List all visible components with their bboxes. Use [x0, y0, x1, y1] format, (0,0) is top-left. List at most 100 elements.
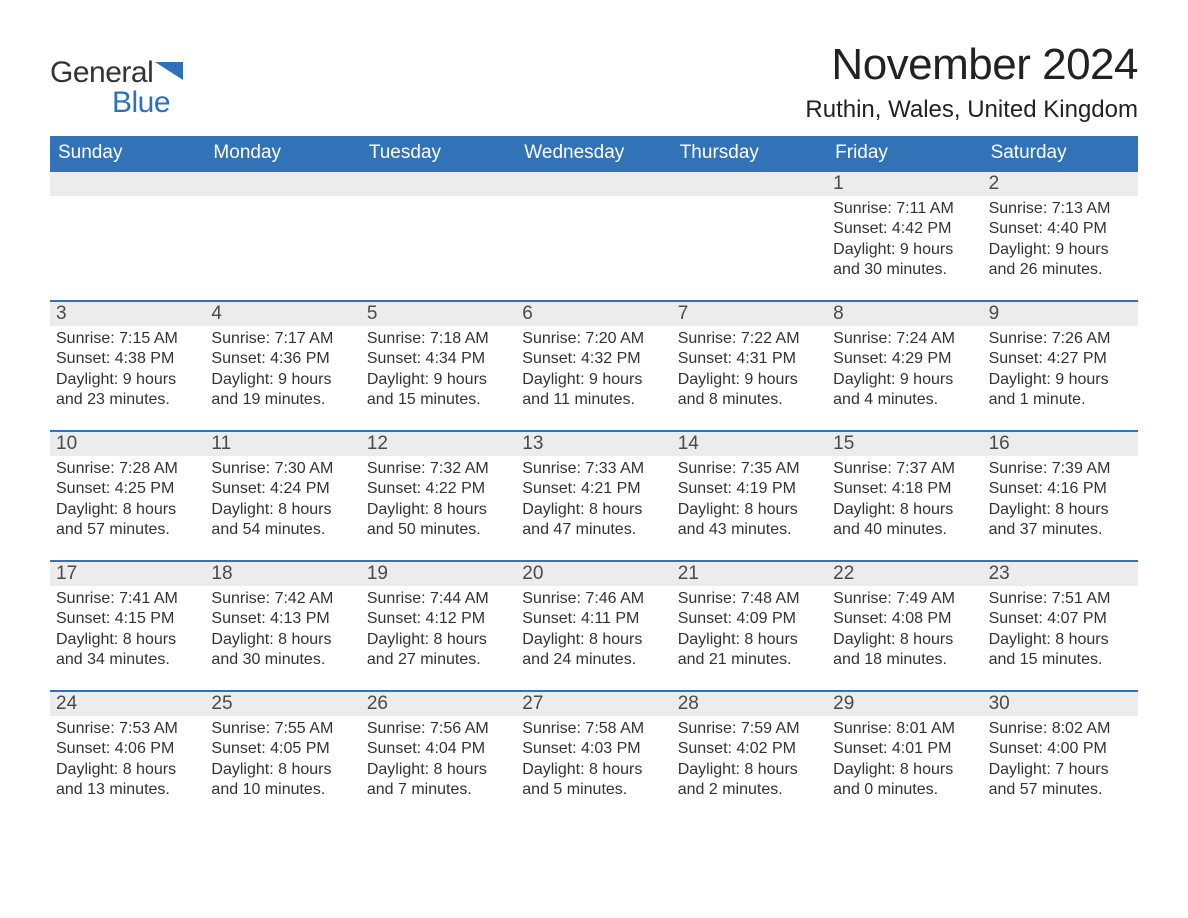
sunset-line: Sunset: 4:04 PM: [367, 739, 510, 759]
day-number: 26: [361, 692, 516, 716]
daylight-line: Daylight: 8 hours and 37 minutes.: [989, 500, 1132, 541]
day-number: 22: [827, 562, 982, 586]
sunrise-line: Sunrise: 7:44 AM: [367, 589, 510, 609]
day-number: 24: [50, 692, 205, 716]
daylight-line: Daylight: 9 hours and 11 minutes.: [522, 370, 665, 411]
daylight-line: Daylight: 8 hours and 7 minutes.: [367, 760, 510, 801]
day-number: 5: [361, 302, 516, 326]
day-cell: [361, 172, 516, 300]
day-body: Sunrise: 7:46 AMSunset: 4:11 PMDaylight:…: [516, 586, 671, 675]
sunset-line: Sunset: 4:25 PM: [56, 479, 199, 499]
day-body: Sunrise: 7:55 AMSunset: 4:05 PMDaylight:…: [205, 716, 360, 805]
day-number: [50, 172, 205, 196]
day-number: 16: [983, 432, 1138, 456]
daylight-line: Daylight: 8 hours and 5 minutes.: [522, 760, 665, 801]
day-number: 9: [983, 302, 1138, 326]
sunset-line: Sunset: 4:38 PM: [56, 349, 199, 369]
day-cell: 27Sunrise: 7:58 AMSunset: 4:03 PMDayligh…: [516, 692, 671, 820]
weeks-container: 1Sunrise: 7:11 AMSunset: 4:42 PMDaylight…: [50, 172, 1138, 820]
day-number: 18: [205, 562, 360, 586]
day-number: [516, 172, 671, 196]
daylight-line: Daylight: 8 hours and 27 minutes.: [367, 630, 510, 671]
sunset-line: Sunset: 4:13 PM: [211, 609, 354, 629]
daylight-line: Daylight: 9 hours and 1 minute.: [989, 370, 1132, 411]
day-cell: 23Sunrise: 7:51 AMSunset: 4:07 PMDayligh…: [983, 562, 1138, 690]
sunrise-line: Sunrise: 7:28 AM: [56, 459, 199, 479]
day-cell: 12Sunrise: 7:32 AMSunset: 4:22 PMDayligh…: [361, 432, 516, 560]
day-body: Sunrise: 7:53 AMSunset: 4:06 PMDaylight:…: [50, 716, 205, 805]
day-cell: 4Sunrise: 7:17 AMSunset: 4:36 PMDaylight…: [205, 302, 360, 430]
sunset-line: Sunset: 4:27 PM: [989, 349, 1132, 369]
weekday-cell: Tuesday: [361, 136, 516, 172]
day-body: Sunrise: 7:28 AMSunset: 4:25 PMDaylight:…: [50, 456, 205, 545]
sunset-line: Sunset: 4:15 PM: [56, 609, 199, 629]
day-number: 17: [50, 562, 205, 586]
sunset-line: Sunset: 4:08 PM: [833, 609, 976, 629]
sunrise-line: Sunrise: 7:20 AM: [522, 329, 665, 349]
day-cell: 9Sunrise: 7:26 AMSunset: 4:27 PMDaylight…: [983, 302, 1138, 430]
sunset-line: Sunset: 4:00 PM: [989, 739, 1132, 759]
day-body: Sunrise: 7:13 AMSunset: 4:40 PMDaylight:…: [983, 196, 1138, 285]
sunset-line: Sunset: 4:09 PM: [678, 609, 821, 629]
daylight-line: Daylight: 8 hours and 47 minutes.: [522, 500, 665, 541]
flag-icon: [155, 62, 183, 82]
brand-logo: General Blue: [50, 40, 183, 118]
day-cell: 26Sunrise: 7:56 AMSunset: 4:04 PMDayligh…: [361, 692, 516, 820]
daylight-line: Daylight: 8 hours and 15 minutes.: [989, 630, 1132, 671]
weekday-cell: Wednesday: [516, 136, 671, 172]
sunset-line: Sunset: 4:03 PM: [522, 739, 665, 759]
day-cell: 21Sunrise: 7:48 AMSunset: 4:09 PMDayligh…: [672, 562, 827, 690]
day-cell: 13Sunrise: 7:33 AMSunset: 4:21 PMDayligh…: [516, 432, 671, 560]
sunrise-line: Sunrise: 7:46 AM: [522, 589, 665, 609]
header: General Blue November 2024 Ruthin, Wales…: [50, 40, 1138, 124]
day-body: Sunrise: 8:02 AMSunset: 4:00 PMDaylight:…: [983, 716, 1138, 805]
day-cell: 22Sunrise: 7:49 AMSunset: 4:08 PMDayligh…: [827, 562, 982, 690]
sunrise-line: Sunrise: 7:53 AM: [56, 719, 199, 739]
weekday-header-row: SundayMondayTuesdayWednesdayThursdayFrid…: [50, 136, 1138, 172]
day-body: Sunrise: 7:11 AMSunset: 4:42 PMDaylight:…: [827, 196, 982, 285]
week-row: 24Sunrise: 7:53 AMSunset: 4:06 PMDayligh…: [50, 690, 1138, 820]
day-body: Sunrise: 7:24 AMSunset: 4:29 PMDaylight:…: [827, 326, 982, 415]
daylight-line: Daylight: 8 hours and 0 minutes.: [833, 760, 976, 801]
daylight-line: Daylight: 9 hours and 26 minutes.: [989, 240, 1132, 281]
daylight-line: Daylight: 9 hours and 19 minutes.: [211, 370, 354, 411]
sunrise-line: Sunrise: 7:42 AM: [211, 589, 354, 609]
day-body: Sunrise: 8:01 AMSunset: 4:01 PMDaylight:…: [827, 716, 982, 805]
daylight-line: Daylight: 9 hours and 15 minutes.: [367, 370, 510, 411]
day-number: 1: [827, 172, 982, 196]
sunset-line: Sunset: 4:06 PM: [56, 739, 199, 759]
daylight-line: Daylight: 9 hours and 4 minutes.: [833, 370, 976, 411]
day-cell: 1Sunrise: 7:11 AMSunset: 4:42 PMDaylight…: [827, 172, 982, 300]
day-cell: 30Sunrise: 8:02 AMSunset: 4:00 PMDayligh…: [983, 692, 1138, 820]
day-body: Sunrise: 7:17 AMSunset: 4:36 PMDaylight:…: [205, 326, 360, 415]
day-body: Sunrise: 7:22 AMSunset: 4:31 PMDaylight:…: [672, 326, 827, 415]
weekday-cell: Sunday: [50, 136, 205, 172]
day-number: 4: [205, 302, 360, 326]
daylight-line: Daylight: 8 hours and 43 minutes.: [678, 500, 821, 541]
day-body: Sunrise: 7:59 AMSunset: 4:02 PMDaylight:…: [672, 716, 827, 805]
sunrise-line: Sunrise: 7:39 AM: [989, 459, 1132, 479]
daylight-line: Daylight: 8 hours and 21 minutes.: [678, 630, 821, 671]
sunrise-line: Sunrise: 7:13 AM: [989, 199, 1132, 219]
sunset-line: Sunset: 4:29 PM: [833, 349, 976, 369]
day-cell: 10Sunrise: 7:28 AMSunset: 4:25 PMDayligh…: [50, 432, 205, 560]
day-number: 23: [983, 562, 1138, 586]
day-number: 27: [516, 692, 671, 716]
day-number: 13: [516, 432, 671, 456]
sunset-line: Sunset: 4:02 PM: [678, 739, 821, 759]
day-body: Sunrise: 7:58 AMSunset: 4:03 PMDaylight:…: [516, 716, 671, 805]
day-cell: 28Sunrise: 7:59 AMSunset: 4:02 PMDayligh…: [672, 692, 827, 820]
day-cell: 8Sunrise: 7:24 AMSunset: 4:29 PMDaylight…: [827, 302, 982, 430]
sunset-line: Sunset: 4:11 PM: [522, 609, 665, 629]
sunset-line: Sunset: 4:40 PM: [989, 219, 1132, 239]
week-row: 3Sunrise: 7:15 AMSunset: 4:38 PMDaylight…: [50, 300, 1138, 430]
day-body: Sunrise: 7:51 AMSunset: 4:07 PMDaylight:…: [983, 586, 1138, 675]
day-number: 12: [361, 432, 516, 456]
day-body: Sunrise: 7:32 AMSunset: 4:22 PMDaylight:…: [361, 456, 516, 545]
daylight-line: Daylight: 9 hours and 8 minutes.: [678, 370, 821, 411]
sunrise-line: Sunrise: 7:30 AM: [211, 459, 354, 479]
day-number: 29: [827, 692, 982, 716]
day-cell: [672, 172, 827, 300]
weekday-cell: Saturday: [983, 136, 1138, 172]
day-cell: 18Sunrise: 7:42 AMSunset: 4:13 PMDayligh…: [205, 562, 360, 690]
